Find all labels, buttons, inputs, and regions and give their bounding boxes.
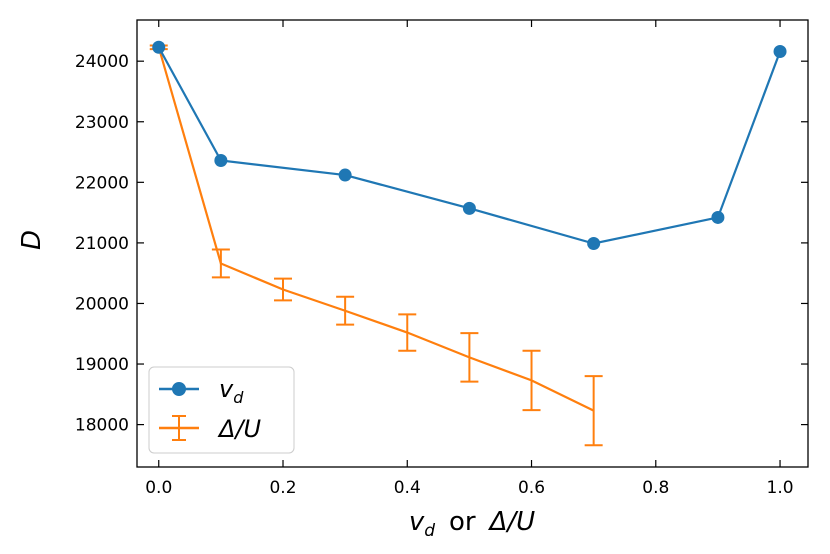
vd-point xyxy=(338,168,352,182)
x-tick-label: 0.8 xyxy=(642,478,669,498)
x-axis-label-or: or xyxy=(449,507,476,537)
y-axis-label: D xyxy=(17,230,47,250)
x-axis-label-sub1: d xyxy=(424,521,435,541)
legend-label-vd-main: v xyxy=(219,375,234,403)
vd-point xyxy=(711,210,725,224)
x-tick-label: 0.0 xyxy=(145,478,172,498)
legend: vd Δ/U xyxy=(148,366,295,454)
legend-label-vd-sub: d xyxy=(233,388,244,407)
y-tick-label: 23000 xyxy=(75,113,129,133)
vd-point xyxy=(587,237,601,250)
delta-u-line xyxy=(157,46,595,412)
vd-point xyxy=(462,201,476,215)
x-axis-label-var2: Δ/U xyxy=(488,507,536,537)
axes-frame xyxy=(136,19,809,468)
vd-point xyxy=(152,40,166,54)
vd-point xyxy=(214,154,228,168)
legend-label-delta-u: Δ/U xyxy=(217,415,262,443)
y-tick-label: 22000 xyxy=(75,173,129,193)
x-tick-label: 0.6 xyxy=(518,478,545,498)
vd-point xyxy=(773,44,787,58)
legend-marker-vd xyxy=(172,382,186,396)
y-tick-label: 19000 xyxy=(75,355,129,375)
legend-label-vd: vd xyxy=(219,375,244,407)
x-axis-label: vd or Δ/U xyxy=(409,507,535,541)
y-tick-label: 21000 xyxy=(75,234,129,254)
ticks: 0.0 0.2 0.4 0.6 0.8 1.0 18000 19000 20000 21000 22… xyxy=(75,20,808,498)
x-tick-label: 0.2 xyxy=(269,478,296,498)
x-tick-label: 1.0 xyxy=(767,478,794,498)
y-tick-label: 24000 xyxy=(75,52,129,72)
plot-area xyxy=(149,40,787,447)
x-tick-label: 0.4 xyxy=(394,478,421,498)
y-tick-label: 20000 xyxy=(75,294,129,314)
y-tick-label: 18000 xyxy=(75,416,129,436)
x-axis-label-var1: v xyxy=(409,507,425,537)
